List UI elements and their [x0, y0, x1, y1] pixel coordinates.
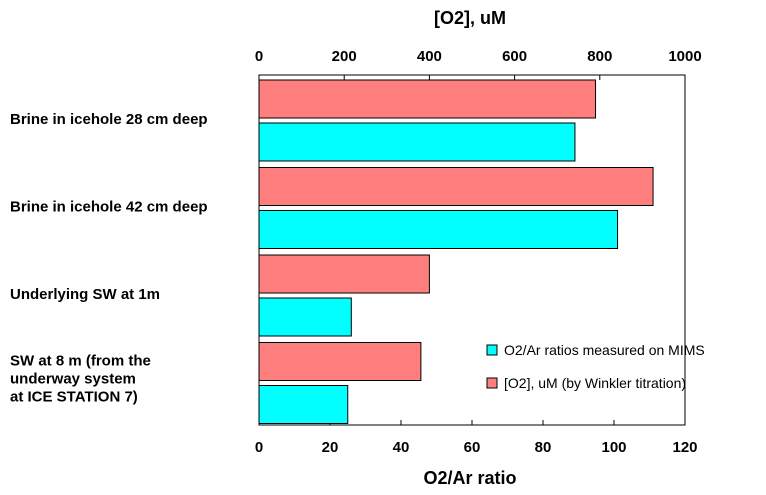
top-axis-tick-label: 0 — [255, 48, 263, 65]
top-axis-tick-label: 200 — [332, 48, 357, 65]
o2-bar — [258, 167, 654, 206]
legend: O2/Ar ratios measured on MIMS [O2], uM (b… — [486, 342, 705, 391]
top-axis-title: [O2], uM — [434, 8, 506, 28]
bottom-axis-tick-label: 60 — [464, 439, 481, 456]
legend-swatch — [486, 344, 498, 356]
top-axis-tick-label: 800 — [587, 48, 612, 65]
bottom-axis-tick-label: 120 — [672, 439, 697, 456]
category-label: SW at 8 m (from the — [10, 352, 151, 369]
legend-entry: O2/Ar ratios measured on MIMS — [504, 342, 705, 358]
plot-area: 0 200 400 600 800 1000 0 20 40 60 80 100 120 Brine in… — [10, 48, 702, 456]
category-label: Brine in icehole 28 cm deep — [10, 111, 208, 128]
category-label: underway system — [10, 370, 136, 387]
top-axis-tick-label: 400 — [417, 48, 442, 65]
bottom-axis-tick-label: 100 — [601, 439, 626, 456]
o2-bar — [258, 342, 422, 381]
top-axis-tick-label: 600 — [502, 48, 527, 65]
top-axis-tick-label: 1000 — [668, 48, 701, 65]
legend-entry: [O2], uM (by Winkler titration) — [504, 375, 686, 391]
bottom-axis-tick-label: 40 — [393, 439, 410, 456]
category-label: at ICE STATION 7) — [10, 388, 138, 405]
o2-bar — [258, 254, 430, 294]
bottom-axis-title: O2/Ar ratio — [423, 468, 516, 488]
o2-bar — [258, 79, 597, 119]
o2ar-bar — [258, 385, 349, 424]
bottom-axis-tick-label: 20 — [322, 439, 339, 456]
o2ar-bar — [258, 210, 619, 249]
o2ar-bar — [258, 297, 352, 337]
o2ar-bar — [258, 122, 576, 162]
category-label: Underlying SW at 1m — [10, 286, 160, 303]
category-label: Brine in icehole 42 cm deep — [10, 198, 208, 215]
legend-swatch — [486, 377, 498, 389]
bottom-axis-tick-label: 0 — [255, 439, 263, 456]
bottom-axis-tick-label: 80 — [535, 439, 552, 456]
